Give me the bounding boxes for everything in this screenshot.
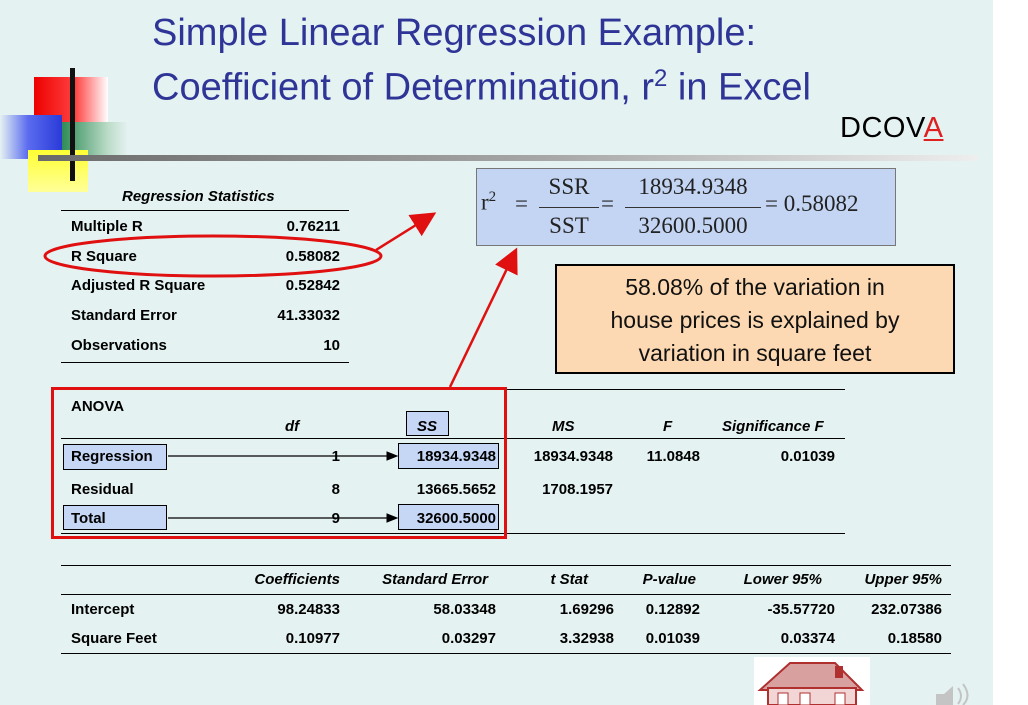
regstats-header: Regression Statistics: [122, 188, 275, 205]
slide: Simple Linear Regression Example: Coeffi…: [0, 0, 993, 705]
coef-header-lower-95: Lower 95%: [743, 571, 822, 588]
anova-row-regression-sig: 0.01039: [780, 448, 835, 465]
anova-row-regression-f: 11.0848: [646, 448, 700, 465]
anova-header-rule: [61, 438, 845, 439]
note-line-3: variation in square feet: [638, 340, 872, 366]
anova-regression-ss-highlight: [398, 443, 499, 469]
formula-sst-value: 32600.5000: [638, 213, 748, 238]
coef-row-square-feet-p-value: 0.01039: [645, 630, 700, 647]
formula-fraction-bar-2: [625, 207, 761, 208]
interpretation-note: 58.08% of the variation in house prices …: [555, 264, 955, 374]
house-icon: [754, 657, 870, 705]
regstats-value-adjusted-r-square: 0.52842: [285, 277, 340, 294]
coef-row-square-feet-lower-95: 0.03374: [780, 630, 835, 647]
anova-row-residual-ms: 1708.1957: [542, 481, 613, 498]
anova-row-residual-label: Residual: [71, 481, 134, 498]
regstats-value-r-square: 0.58082: [285, 248, 340, 265]
formula-box: r2 = SSR SST = 18934.9348 32600.5000 = 0…: [476, 168, 896, 246]
decor-vertical-bar: [70, 68, 75, 181]
regstats-value-observations: 10: [323, 337, 340, 354]
anova-regression-label-highlight: [63, 444, 167, 470]
coef-row-intercept-t-stat: 1.69296: [559, 601, 614, 618]
coef-header-p-value: P-value: [642, 571, 696, 588]
coef-header-standard-error: Standard Error: [382, 571, 488, 588]
coef-header-t-stat: t Stat: [550, 571, 589, 588]
regstats-value-multiple-r: 0.76211: [286, 218, 340, 235]
coef-bottom-rule: [61, 653, 951, 654]
dcova-prefix: DCOV: [840, 112, 924, 144]
regstats-label-multiple-r: Multiple R: [71, 218, 143, 235]
regstats-label-adjusted-r-square: Adjusted R Square: [71, 277, 206, 294]
title-line-2: Coefficient of Determination, r2 in Exce…: [152, 56, 972, 111]
formula-lhs-sup: 2: [488, 189, 497, 205]
title-superscript: 2: [653, 65, 668, 92]
speaker-icon[interactable]: [936, 683, 969, 705]
coef-row-square-feet-label: Square Feet: [71, 630, 157, 647]
coef-row-intercept-lower-95: -35.57720: [767, 601, 835, 618]
anova-row-residual-df: 8: [331, 481, 340, 498]
note-line-1: 58.08% of the variation in: [625, 274, 885, 300]
anova-row-regression-ms: 18934.9348: [533, 448, 613, 465]
coef-header-rule: [61, 594, 951, 595]
coef-row-square-feet-upper-95: 0.18580: [887, 630, 942, 647]
title-line-2-text: Coefficient of Determination, r: [152, 66, 654, 109]
anova-row-residual-ss: 13665.5652: [416, 481, 496, 498]
coef-row-intercept-upper-95: 232.07386: [871, 601, 942, 618]
anova-row-regression-ss: 18934.9348: [416, 448, 496, 465]
formula-fraction-bar-1: [539, 207, 599, 208]
anova-row-total-ss: 32600.5000: [416, 510, 496, 527]
anova-header-ss-highlight: [406, 411, 449, 436]
slide-title: Simple Linear Regression Example: Coeffi…: [152, 10, 972, 111]
coef-row-square-feet-standard-error: 0.03297: [441, 630, 496, 647]
regstats-label-r-square: R Square: [71, 248, 137, 265]
anova-header-df: df: [285, 418, 300, 435]
anova-highlight-red-box: [51, 387, 507, 539]
coef-row-intercept-standard-error: 58.03348: [433, 601, 496, 618]
anova-title: ANOVA: [71, 398, 125, 415]
coef-row-square-feet-coefficient: 0.10977: [285, 630, 340, 647]
coef-header-coefficients: Coefficients: [254, 571, 340, 588]
anova-header-ms: MS: [552, 418, 575, 435]
regstats-top-rule: [61, 210, 349, 211]
scrollbar-area[interactable]: [993, 0, 1028, 705]
anova-row-regression-label: Regression: [71, 448, 153, 465]
anova-arrow: [448, 247, 518, 388]
coef-row-square-feet-t-stat: 3.32938: [559, 630, 614, 647]
anova-header-f: F: [663, 418, 673, 435]
title-line-1: Simple Linear Regression Example:: [152, 12, 757, 54]
coef-header-upper-95: Upper 95%: [864, 571, 942, 588]
regstats-label-observations: Observations: [71, 337, 167, 354]
formula-eq-2: =: [601, 191, 614, 216]
r-square-arrow: [375, 212, 437, 252]
anova-total-label-highlight: [63, 505, 167, 530]
formula-lhs: r: [481, 189, 489, 215]
formula-sst: SST: [549, 213, 589, 238]
formula-ssr-value: 18934.9348: [638, 174, 748, 199]
coef-row-intercept-p-value: 0.12892: [645, 601, 700, 618]
title-line-2-end: in Excel: [667, 66, 811, 109]
coef-row-intercept-label: Intercept: [71, 601, 135, 618]
regstats-label-standard-error: Standard Error: [71, 307, 177, 324]
dcova-badge: DCOVA: [840, 112, 943, 145]
r-square-ellipse: [43, 234, 383, 278]
anova-total-ss-highlight: [398, 504, 499, 530]
title-rule: [38, 155, 978, 161]
note-line-2: house prices is explained by: [610, 307, 900, 333]
annotation-overlay: [43, 212, 969, 705]
formula-result: = 0.58082: [765, 191, 859, 216]
regstats-bottom-rule: [61, 362, 349, 363]
anova-header-significance-f: Significance F: [722, 418, 824, 435]
anova-header-ss: SS: [417, 418, 438, 435]
coef-row-intercept-coefficient: 98.24833: [277, 601, 340, 618]
formula-ssr: SSR: [548, 174, 590, 199]
coef-top-rule: [61, 565, 951, 566]
formula-r: r2: [481, 189, 496, 216]
regstats-value-standard-error: 41.33032: [277, 307, 340, 324]
formula-eq-1: =: [515, 191, 528, 216]
anova-row-total-label: Total: [71, 510, 106, 527]
dcova-highlight: A: [923, 112, 944, 144]
anova-bottom-rule: [61, 533, 845, 534]
